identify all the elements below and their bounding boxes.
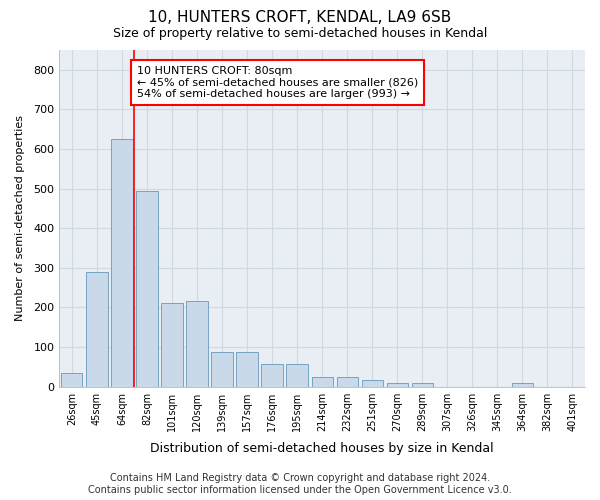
Bar [412,382,433,386]
Bar [337,377,358,386]
Bar [211,352,233,386]
Text: 10, HUNTERS CROFT, KENDAL, LA9 6SB: 10, HUNTERS CROFT, KENDAL, LA9 6SB [148,10,452,25]
Bar [86,272,107,386]
Bar [311,377,333,386]
Y-axis label: Number of semi-detached properties: Number of semi-detached properties [15,116,25,322]
Bar [161,304,182,386]
Bar [512,384,533,386]
Bar [386,382,408,386]
Bar [286,364,308,386]
Bar [262,364,283,386]
Text: Contains HM Land Registry data © Crown copyright and database right 2024.
Contai: Contains HM Land Registry data © Crown c… [88,474,512,495]
Bar [111,139,133,386]
Text: Size of property relative to semi-detached houses in Kendal: Size of property relative to semi-detach… [113,28,487,40]
X-axis label: Distribution of semi-detached houses by size in Kendal: Distribution of semi-detached houses by … [151,442,494,455]
Bar [236,352,258,386]
Text: 10 HUNTERS CROFT: 80sqm
← 45% of semi-detached houses are smaller (826)
54% of s: 10 HUNTERS CROFT: 80sqm ← 45% of semi-de… [137,66,418,99]
Bar [187,302,208,386]
Bar [362,380,383,386]
Bar [61,373,82,386]
Bar [136,190,158,386]
